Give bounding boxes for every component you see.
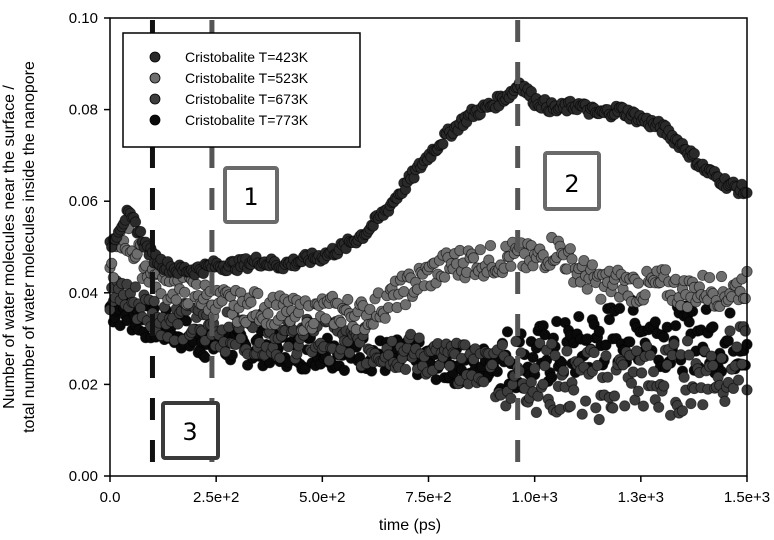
y-axis-ticks: 0.00 0.02 0.04 0.06 0.08 0.10 <box>69 10 110 485</box>
series-0 <box>104 77 753 281</box>
y-axis-title-line-1: Number of water molecules near the surfa… <box>1 85 18 409</box>
legend-label: Cristobalite T=773K <box>185 112 309 128</box>
legend-label: Cristobalite T=523K <box>185 70 309 86</box>
y-tick-label: 0.04 <box>69 285 98 302</box>
y-tick-label: 0.10 <box>69 10 98 27</box>
y-tick-label: 0.02 <box>69 376 98 393</box>
reference-lines <box>149 20 521 476</box>
y-axis-title-line-2: total number of water molecules inside t… <box>21 61 38 433</box>
y-tick-label: 0.08 <box>69 102 98 119</box>
svg-text:3: 3 <box>182 418 197 446</box>
legend-marker-icon <box>149 51 161 63</box>
x-tick-label: 1.0e+3 <box>512 489 558 506</box>
annotation-box-2: 2 <box>543 151 601 211</box>
x-tick-label: 1.3e+3 <box>618 489 664 506</box>
x-tick-label: 5.0e+2 <box>299 489 345 506</box>
x-axis-ticks: 0.0 2.5e+2 5.0e+2 7.5e+2 1.0e+3 1.3e+3 1.5e+3 <box>100 476 770 506</box>
annotation-box-1: 1 <box>223 166 279 224</box>
y-tick-label: 0.06 <box>69 193 98 210</box>
x-tick-label: 0.0 <box>100 489 121 506</box>
y-tick-label: 0.00 <box>69 468 98 485</box>
annotation-box-3: 3 <box>161 401 220 460</box>
legend: Cristobalite T=423K Cristobalite T=523K Cr… <box>122 32 361 148</box>
legend-marker-icon <box>149 114 161 126</box>
legend-marker-icon <box>149 72 161 84</box>
svg-text:1: 1 <box>243 183 258 211</box>
legend-label: Cristobalite T=423K <box>185 49 309 65</box>
x-tick-label: 7.5e+2 <box>405 489 451 506</box>
legend-marker-icon <box>149 93 161 105</box>
svg-text:2: 2 <box>564 170 579 198</box>
x-tick-label: 2.5e+2 <box>193 489 239 506</box>
legend-label: Cristobalite T=673K <box>185 91 309 107</box>
series-1 <box>104 223 753 337</box>
x-tick-label: 1.5e+3 <box>724 489 770 506</box>
x-axis-title: time (ps) <box>379 517 441 534</box>
